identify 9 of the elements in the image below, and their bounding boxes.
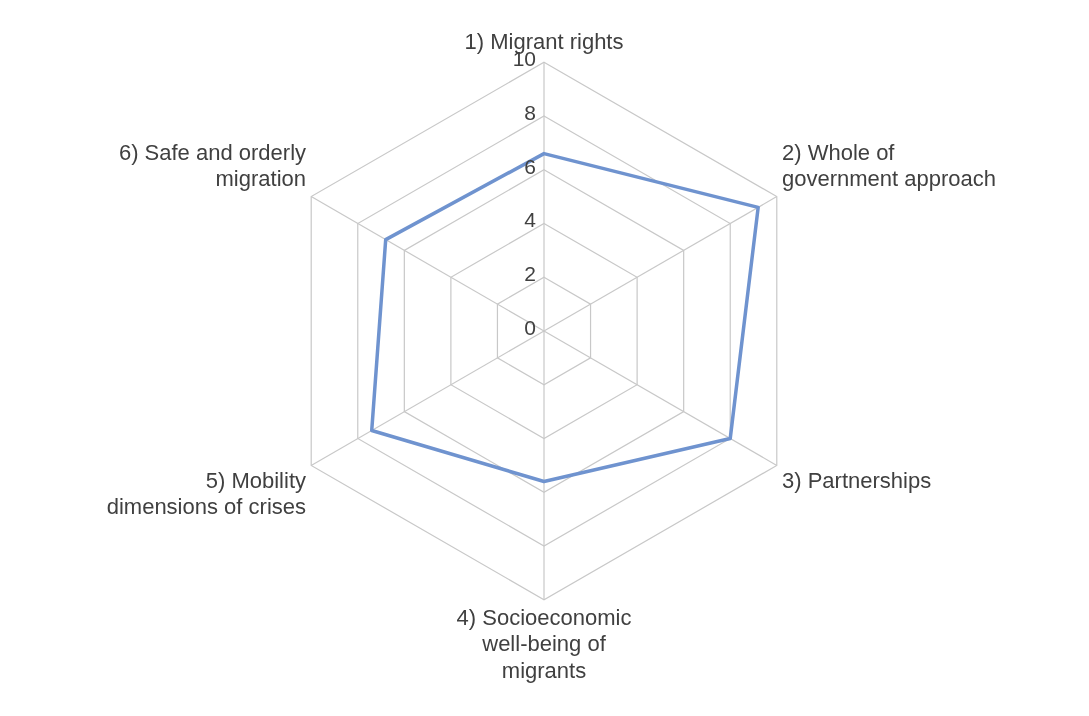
spoke-label: 3) Partnerships	[781, 467, 932, 493]
y-tick-label: 2	[524, 262, 536, 286]
y-tick-label: 0	[524, 315, 536, 339]
spoke-label: 6) Safe and orderly migration	[118, 140, 307, 192]
spoke-label: 5) Mobility dimensions of crises	[106, 467, 307, 520]
spoke-label: 2) Whole of government approach	[781, 140, 997, 192]
y-tick-label: 8	[524, 100, 536, 124]
spoke-label: 4) Socioeconomic well-being of migrants	[456, 605, 632, 683]
y-tick-label: 4	[524, 208, 537, 232]
